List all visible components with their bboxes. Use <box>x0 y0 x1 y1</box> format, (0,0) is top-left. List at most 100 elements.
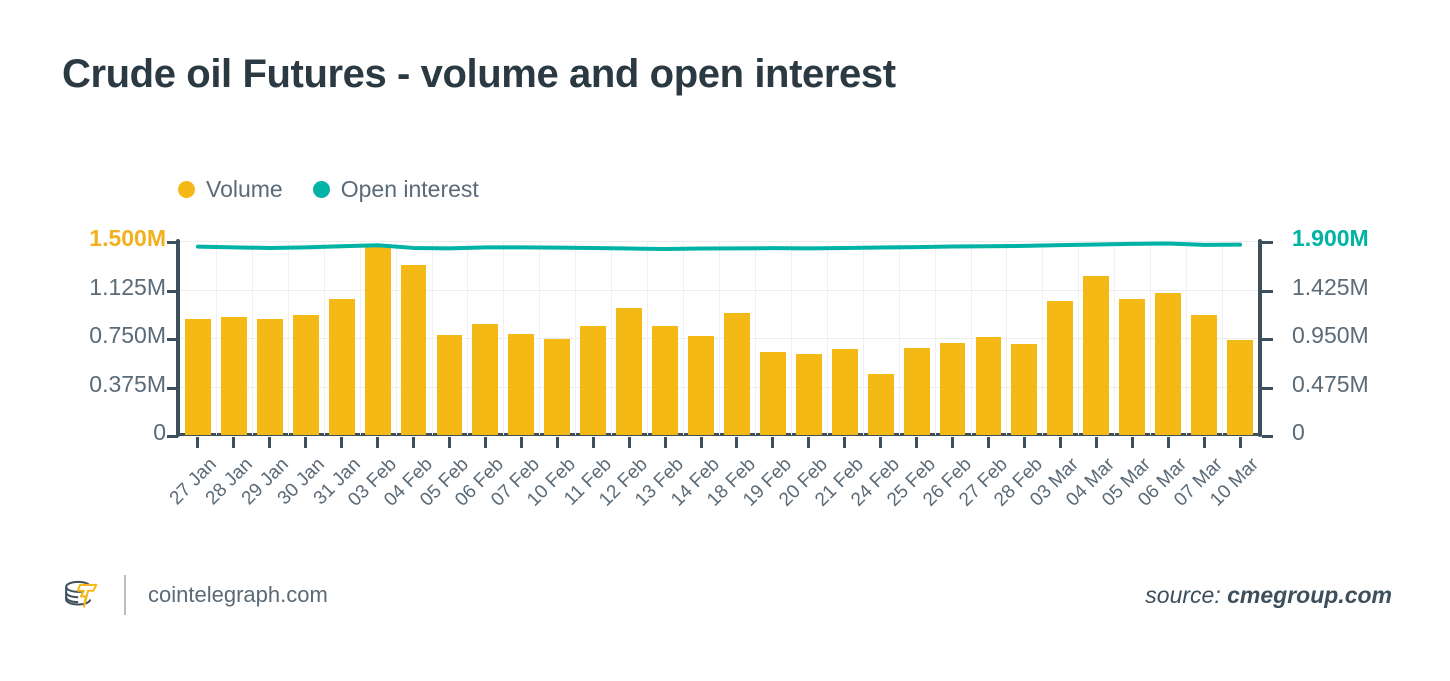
x-axis-tick-mark <box>843 437 847 448</box>
bar-04-mar[interactable] <box>1083 275 1110 435</box>
bar-26-feb[interactable] <box>939 343 966 435</box>
x-axis-tick-mark <box>1022 437 1026 448</box>
gridline-vertical <box>359 241 361 435</box>
x-axis-tick-mark <box>1130 437 1134 448</box>
x-axis-tick-mark <box>1166 437 1170 448</box>
legend-item-volume[interactable]: Volume <box>178 178 283 201</box>
left-axis-tick-label: 1.500M <box>89 225 166 251</box>
x-axis-tick-mark <box>304 437 308 448</box>
gridline-vertical <box>754 241 756 435</box>
source-name[interactable]: cmegroup.com <box>1227 582 1392 608</box>
gridline-vertical <box>898 241 900 435</box>
gridline-vertical <box>467 241 469 435</box>
gridline-vertical <box>1150 241 1152 435</box>
legend-item-open-interest[interactable]: Open interest <box>312 176 479 202</box>
x-axis-tick-mark <box>1094 437 1098 448</box>
bar-06-mar[interactable] <box>1155 292 1182 435</box>
right-axis-tick-mark <box>1262 241 1273 244</box>
footer: cointelegraph.com source: cmegroup.com <box>0 560 1450 650</box>
source-prefix: source: <box>1145 582 1228 608</box>
open-interest-line-chart <box>195 241 1243 251</box>
gridline-vertical <box>1114 241 1116 435</box>
bar-03-mar[interactable] <box>1047 301 1074 435</box>
bar-04-feb[interactable] <box>400 264 427 435</box>
x-axis-tick-mark <box>340 437 344 448</box>
bar-27-feb[interactable] <box>975 337 1002 435</box>
legend-label-open-interest: Open interest <box>340 176 479 202</box>
page-title: Crude oil Futures - volume and open inte… <box>62 52 896 96</box>
legend-label-volume: Volume <box>206 176 283 202</box>
bar-10-mar[interactable] <box>1227 339 1253 435</box>
gridline-vertical <box>1222 241 1224 435</box>
gridline-vertical <box>431 241 433 435</box>
x-axis-tick-mark <box>519 437 523 448</box>
bar-24-feb[interactable] <box>867 374 894 435</box>
left-axis-tick-label: 1.125M <box>89 273 166 300</box>
open-interest-swatch-icon <box>312 181 330 198</box>
brand-divider <box>124 575 126 615</box>
right-axis-tick-label: 0.950M <box>1292 322 1369 348</box>
bar-14-feb[interactable] <box>688 336 714 435</box>
bar-18-feb[interactable] <box>724 313 750 435</box>
bar-13-feb[interactable] <box>652 325 679 435</box>
x-axis-tick-mark <box>951 437 955 448</box>
bar-07-mar[interactable] <box>1191 315 1218 435</box>
bar-27-jan[interactable] <box>185 318 211 435</box>
x-axis-tick-mark <box>663 437 667 448</box>
bar-30-jan[interactable] <box>292 315 319 435</box>
gridline-vertical <box>251 241 253 435</box>
gridline-vertical <box>539 241 541 435</box>
gridline-vertical <box>790 241 792 435</box>
x-axis-tick-mark <box>448 437 451 448</box>
gridline-vertical <box>1006 241 1008 435</box>
gridline-vertical <box>1042 241 1044 435</box>
x-axis-tick-mark <box>591 437 595 448</box>
bar-12-feb[interactable] <box>616 307 643 435</box>
left-axis-tick-mark <box>167 435 178 438</box>
gridline-vertical <box>862 241 864 435</box>
x-axis-tick-mark <box>915 437 919 448</box>
x-axis-tick-mark <box>1058 437 1062 448</box>
bar-31-jan[interactable] <box>328 298 355 435</box>
bar-21-feb[interactable] <box>831 349 858 435</box>
bar-19-feb[interactable] <box>759 351 786 435</box>
gridline-vertical <box>215 241 217 435</box>
bar-03-feb[interactable] <box>364 244 391 435</box>
gridline-vertical <box>611 241 613 435</box>
cointelegraph-coin-stack-logo-icon <box>65 580 98 608</box>
bar-10-feb[interactable] <box>544 339 571 435</box>
chart-legend: Volume Open interest <box>178 178 479 201</box>
x-axis-tick-mark <box>376 437 380 448</box>
bar-25-feb[interactable] <box>903 347 930 435</box>
x-axis-tick-mark <box>555 437 559 448</box>
gridline-vertical <box>1078 241 1080 435</box>
x-axis-tick-mark <box>196 437 200 448</box>
gridline-vertical <box>719 241 720 435</box>
gridline-vertical <box>287 241 289 435</box>
gridline-vertical <box>575 241 577 435</box>
x-axis-tick-mark <box>771 437 775 448</box>
left-axis-tick-mark <box>167 338 178 341</box>
brand-block: cointelegraph.com <box>58 572 328 618</box>
bar-05-feb[interactable] <box>436 334 463 435</box>
left-axis-tick-mark <box>167 241 178 244</box>
left-axis-spine <box>176 239 180 437</box>
bar-05-mar[interactable] <box>1119 298 1146 435</box>
left-axis-tick-label: 0 <box>153 419 166 445</box>
gridline-vertical <box>826 241 828 435</box>
bar-20-feb[interactable] <box>795 353 822 435</box>
x-axis-tick-mark <box>699 437 703 448</box>
source-credit: source: cmegroup.com <box>1145 582 1392 609</box>
brand-url[interactable]: cointelegraph.com <box>148 582 328 607</box>
gridline-vertical <box>970 241 972 435</box>
x-axis-tick-mark <box>1202 437 1206 448</box>
bar-07-feb[interactable] <box>508 334 535 435</box>
right-axis-tick-mark <box>1262 435 1273 438</box>
bar-28-jan[interactable] <box>220 317 247 435</box>
left-axis-tick-mark <box>167 386 178 390</box>
bar-06-feb[interactable] <box>472 324 499 435</box>
right-axis-tick-mark <box>1262 386 1273 390</box>
bar-11-feb[interactable] <box>580 326 607 435</box>
bar-28-feb[interactable] <box>1011 343 1038 435</box>
bar-29-jan[interactable] <box>256 319 283 435</box>
